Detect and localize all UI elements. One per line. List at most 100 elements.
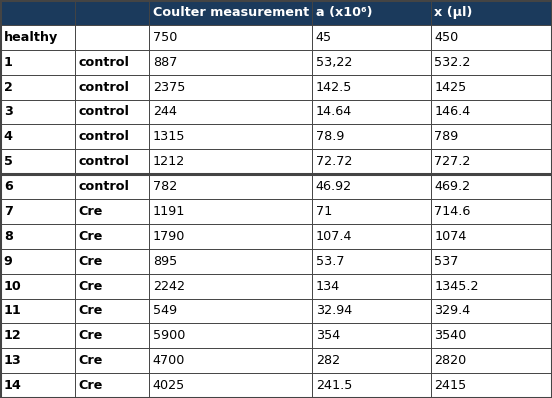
Bar — [75, 274, 149, 298]
Bar — [75, 224, 149, 249]
Bar — [149, 373, 312, 398]
Bar — [149, 199, 312, 224]
Text: 4: 4 — [4, 130, 13, 143]
Bar — [75, 50, 149, 75]
Text: Cre: Cre — [78, 255, 103, 268]
Text: 46.92: 46.92 — [316, 180, 352, 193]
Bar — [0, 323, 75, 348]
Bar — [149, 323, 312, 348]
Text: Cre: Cre — [78, 379, 103, 392]
Bar — [0, 50, 75, 75]
Bar — [149, 348, 312, 373]
Bar — [75, 373, 149, 398]
Bar — [149, 274, 312, 298]
Bar — [0, 249, 75, 274]
Text: 45: 45 — [316, 31, 332, 44]
Text: 549: 549 — [153, 304, 177, 318]
Bar — [0, 124, 75, 149]
Bar — [431, 149, 552, 174]
Bar — [149, 174, 312, 199]
Text: 12: 12 — [4, 329, 22, 342]
Bar — [75, 124, 149, 149]
Bar — [75, 0, 149, 25]
Text: 887: 887 — [153, 56, 177, 69]
Bar — [312, 298, 431, 323]
Bar — [431, 100, 552, 124]
Text: Cre: Cre — [78, 304, 103, 318]
Text: healthy: healthy — [4, 31, 58, 44]
Text: 244: 244 — [153, 105, 177, 119]
Bar — [0, 0, 75, 25]
Bar — [312, 25, 431, 50]
Bar — [149, 124, 312, 149]
Text: 78.9: 78.9 — [316, 130, 344, 143]
Bar — [312, 50, 431, 75]
Bar — [75, 199, 149, 224]
Bar — [431, 199, 552, 224]
Bar — [431, 323, 552, 348]
Text: 8: 8 — [4, 230, 13, 243]
Bar — [431, 298, 552, 323]
Text: 146.4: 146.4 — [434, 105, 471, 119]
Bar — [312, 149, 431, 174]
Bar — [312, 373, 431, 398]
Bar — [149, 75, 312, 100]
Bar — [0, 373, 75, 398]
Text: 142.5: 142.5 — [316, 80, 352, 94]
Text: x (µl): x (µl) — [434, 6, 473, 19]
Bar — [149, 249, 312, 274]
Bar — [431, 224, 552, 249]
Text: control: control — [78, 80, 129, 94]
Text: 9: 9 — [4, 255, 13, 268]
Text: Coulter measurement: Coulter measurement — [153, 6, 309, 19]
Bar — [0, 224, 75, 249]
Text: 4025: 4025 — [153, 379, 185, 392]
Text: Cre: Cre — [78, 329, 103, 342]
Text: 1425: 1425 — [434, 80, 466, 94]
Bar — [312, 0, 431, 25]
Bar — [0, 75, 75, 100]
Text: Cre: Cre — [78, 205, 103, 218]
Bar — [431, 25, 552, 50]
Text: 2415: 2415 — [434, 379, 466, 392]
Text: Cre: Cre — [78, 230, 103, 243]
Text: Cre: Cre — [78, 354, 103, 367]
Text: control: control — [78, 155, 129, 168]
Text: 714.6: 714.6 — [434, 205, 471, 218]
Text: control: control — [78, 56, 129, 69]
Bar — [0, 100, 75, 124]
Text: 354: 354 — [316, 329, 340, 342]
Text: 6: 6 — [4, 180, 13, 193]
Bar — [312, 274, 431, 298]
Text: 789: 789 — [434, 130, 459, 143]
Bar — [0, 298, 75, 323]
Text: 450: 450 — [434, 31, 459, 44]
Bar — [312, 174, 431, 199]
Text: 895: 895 — [153, 255, 177, 268]
Text: 469.2: 469.2 — [434, 180, 470, 193]
Text: 134: 134 — [316, 279, 340, 293]
Text: 14.64: 14.64 — [316, 105, 352, 119]
Text: 13: 13 — [4, 354, 22, 367]
Text: 10: 10 — [4, 279, 22, 293]
Bar — [149, 149, 312, 174]
Bar — [312, 124, 431, 149]
Text: 107.4: 107.4 — [316, 230, 352, 243]
Text: 32.94: 32.94 — [316, 304, 352, 318]
Text: 750: 750 — [153, 31, 177, 44]
Bar — [75, 323, 149, 348]
Bar — [0, 25, 75, 50]
Bar — [0, 174, 75, 199]
Bar — [149, 50, 312, 75]
Bar — [431, 274, 552, 298]
Text: 727.2: 727.2 — [434, 155, 471, 168]
Bar — [75, 249, 149, 274]
Text: 53.7: 53.7 — [316, 255, 344, 268]
Text: 1315: 1315 — [153, 130, 185, 143]
Bar — [149, 0, 312, 25]
Text: 537: 537 — [434, 255, 459, 268]
Bar — [75, 149, 149, 174]
Text: 11: 11 — [4, 304, 22, 318]
Bar — [312, 323, 431, 348]
Bar — [75, 298, 149, 323]
